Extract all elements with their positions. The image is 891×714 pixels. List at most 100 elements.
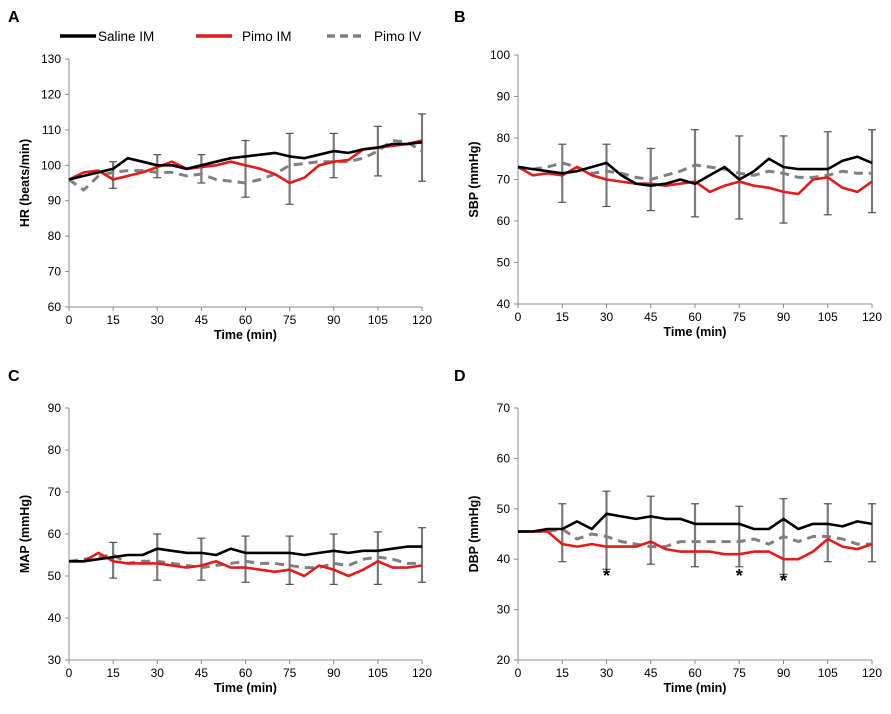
error-bar <box>373 125 382 177</box>
error-bar <box>241 139 250 198</box>
error-bar <box>691 129 699 218</box>
legend: Saline IM Pimo IM Pimo IV <box>60 29 421 44</box>
x-axis-title: Time (min) <box>214 328 277 342</box>
y-tick-label: 20 <box>497 653 511 667</box>
x-tick-label: 60 <box>688 666 702 680</box>
y-tick-label: 60 <box>48 527 62 541</box>
panel-label: B <box>454 9 466 26</box>
x-tick-label: 105 <box>818 666 838 680</box>
significance-marker: * <box>780 571 787 591</box>
x-tick-label: 45 <box>195 313 209 327</box>
x-tick-label: 15 <box>106 666 120 680</box>
y-tick-label: 90 <box>48 401 62 415</box>
panel-label: A <box>8 9 20 26</box>
y-tick-label: 60 <box>497 451 511 465</box>
x-tick-label: 60 <box>239 666 253 680</box>
x-tick-label: 90 <box>777 666 791 680</box>
y-tick-label: 110 <box>42 123 61 137</box>
significance-marker: * <box>736 566 743 586</box>
x-tick-label: 75 <box>733 310 747 324</box>
x-tick-label: 30 <box>151 666 165 680</box>
y-tick-label: 90 <box>497 90 511 104</box>
error-bar <box>735 505 744 568</box>
x-tick-label: 45 <box>644 310 658 324</box>
error-bars <box>109 113 426 205</box>
y-axis-title: HR (beats/min) <box>18 139 32 227</box>
chart-panel-a: A 60 70 80 90 100 110 120 130 0 15 30 45 60 75 90 105 120… <box>8 9 432 342</box>
error-bar <box>779 135 788 224</box>
series-line-pimo-im <box>518 530 873 561</box>
error-bar <box>329 132 338 179</box>
error-bar <box>329 533 338 586</box>
x-tick-label: 15 <box>556 666 570 680</box>
y-tick-label: 50 <box>497 256 511 270</box>
x-tick-label: 0 <box>66 666 73 680</box>
x-tick-label: 45 <box>195 666 209 680</box>
x-tick-label: 60 <box>688 310 702 324</box>
x-axis-title: Time (min) <box>664 681 727 695</box>
error-bar <box>602 490 611 570</box>
x-tick-label: 60 <box>239 313 253 327</box>
chart-panel-b: B 40 50 60 70 80 90 100 0 15 30 45 60 75 90 105 120 Time … <box>454 9 882 339</box>
y-tick-label: 30 <box>48 653 62 667</box>
x-tick-label: 105 <box>368 313 388 327</box>
x-tick-label: 15 <box>556 310 570 324</box>
series-line-saline-im <box>69 545 422 563</box>
x-axis-title: Time (min) <box>664 325 727 339</box>
legend-label: Pimo IV <box>374 29 421 44</box>
legend-item: Pimo IM <box>196 29 292 44</box>
x-tick-label: 75 <box>733 666 747 680</box>
series-line-saline-im <box>518 512 873 533</box>
error-bar <box>823 503 832 563</box>
error-bar <box>558 503 567 563</box>
y-tick-label: 130 <box>41 52 61 66</box>
y-tick-label: 80 <box>48 229 62 243</box>
legend-label: Saline IM <box>98 29 154 44</box>
x-tick-label: 120 <box>862 666 882 680</box>
series-line-saline-im <box>68 141 423 181</box>
y-tick-label: 80 <box>497 131 511 145</box>
y-tick-label: 70 <box>497 401 511 415</box>
error-bar <box>285 132 294 205</box>
error-bar <box>109 161 118 189</box>
error-bar <box>241 535 250 583</box>
x-tick-label: 30 <box>151 313 165 327</box>
y-axis-title: SBP (mmHg) <box>467 141 481 217</box>
error-bars <box>558 490 876 575</box>
y-tick-label: 80 <box>48 443 62 457</box>
x-tick-label: 105 <box>368 666 388 680</box>
x-tick-label: 0 <box>515 310 522 324</box>
chart-panel-d: D 20 30 40 50 60 70 0 15 30 45 60 75 90 105 120 Time (mi… <box>454 368 882 695</box>
series-line-saline-im <box>517 155 873 187</box>
x-tick-label: 0 <box>66 313 73 327</box>
y-tick-label: 120 <box>41 87 61 101</box>
error-bar <box>646 495 655 565</box>
error-bar <box>418 113 426 182</box>
y-axis-title: DBP (mmHg) <box>467 496 481 573</box>
legend-item: Saline IM <box>60 29 154 44</box>
significance-marker: * <box>603 566 610 586</box>
error-bar <box>285 535 294 586</box>
error-bar <box>735 135 744 220</box>
series-line-pimo-im <box>517 165 873 196</box>
x-tick-label: 90 <box>777 310 791 324</box>
error-bar <box>691 503 699 568</box>
series-line-pimo-iv <box>68 139 423 192</box>
y-tick-label: 50 <box>48 569 62 583</box>
series-line-pimo-iv <box>518 527 872 549</box>
y-tick-label: 40 <box>497 297 511 311</box>
y-axis-title: MAP (mmHg) <box>18 495 32 573</box>
y-tick-label: 60 <box>497 214 511 228</box>
y-tick-label: 50 <box>497 502 511 516</box>
series-line-pimo-im <box>69 551 423 578</box>
x-tick-label: 0 <box>515 666 522 680</box>
legend-label: Pimo IM <box>242 29 292 44</box>
error-bar <box>418 527 426 583</box>
legend-item: Pimo IV <box>327 29 421 44</box>
error-bar <box>868 503 876 563</box>
y-tick-label: 70 <box>497 173 511 187</box>
x-tick-label: 15 <box>106 313 120 327</box>
y-tick-label: 100 <box>490 48 510 62</box>
panel-label: C <box>8 368 20 385</box>
